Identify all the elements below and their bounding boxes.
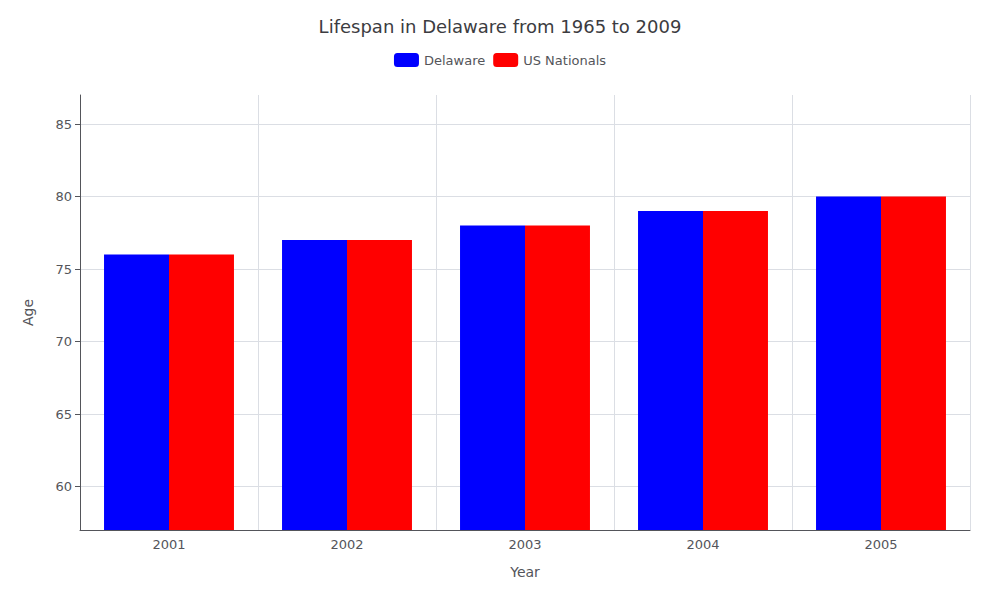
svg-text:2002: 2002 bbox=[330, 537, 363, 552]
svg-text:2004: 2004 bbox=[686, 537, 719, 552]
svg-text:2005: 2005 bbox=[864, 537, 897, 552]
svg-text:Delaware: Delaware bbox=[424, 53, 485, 68]
svg-text:Lifespan in Delaware from 1965: Lifespan in Delaware from 1965 to 2009 bbox=[319, 16, 682, 37]
svg-text:65: 65 bbox=[55, 407, 72, 422]
svg-text:Year: Year bbox=[509, 564, 540, 580]
svg-text:US Nationals: US Nationals bbox=[523, 53, 606, 68]
svg-text:85: 85 bbox=[55, 117, 72, 132]
svg-text:75: 75 bbox=[55, 262, 72, 277]
svg-text:Age: Age bbox=[20, 299, 36, 326]
svg-text:2001: 2001 bbox=[152, 537, 185, 552]
svg-text:2003: 2003 bbox=[508, 537, 541, 552]
svg-text:60: 60 bbox=[55, 479, 72, 494]
svg-text:70: 70 bbox=[55, 334, 72, 349]
svg-text:80: 80 bbox=[55, 189, 72, 204]
